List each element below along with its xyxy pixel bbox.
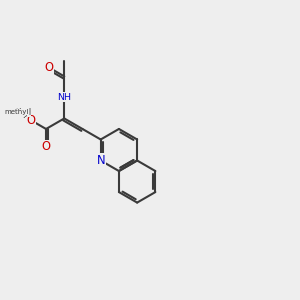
Text: N: N (96, 154, 105, 167)
Text: methyl: methyl (5, 109, 29, 115)
Text: O: O (44, 61, 53, 74)
Text: O: O (26, 113, 35, 127)
Text: NH: NH (57, 93, 71, 102)
Text: O: O (41, 140, 50, 153)
Text: methyl: methyl (3, 108, 31, 117)
